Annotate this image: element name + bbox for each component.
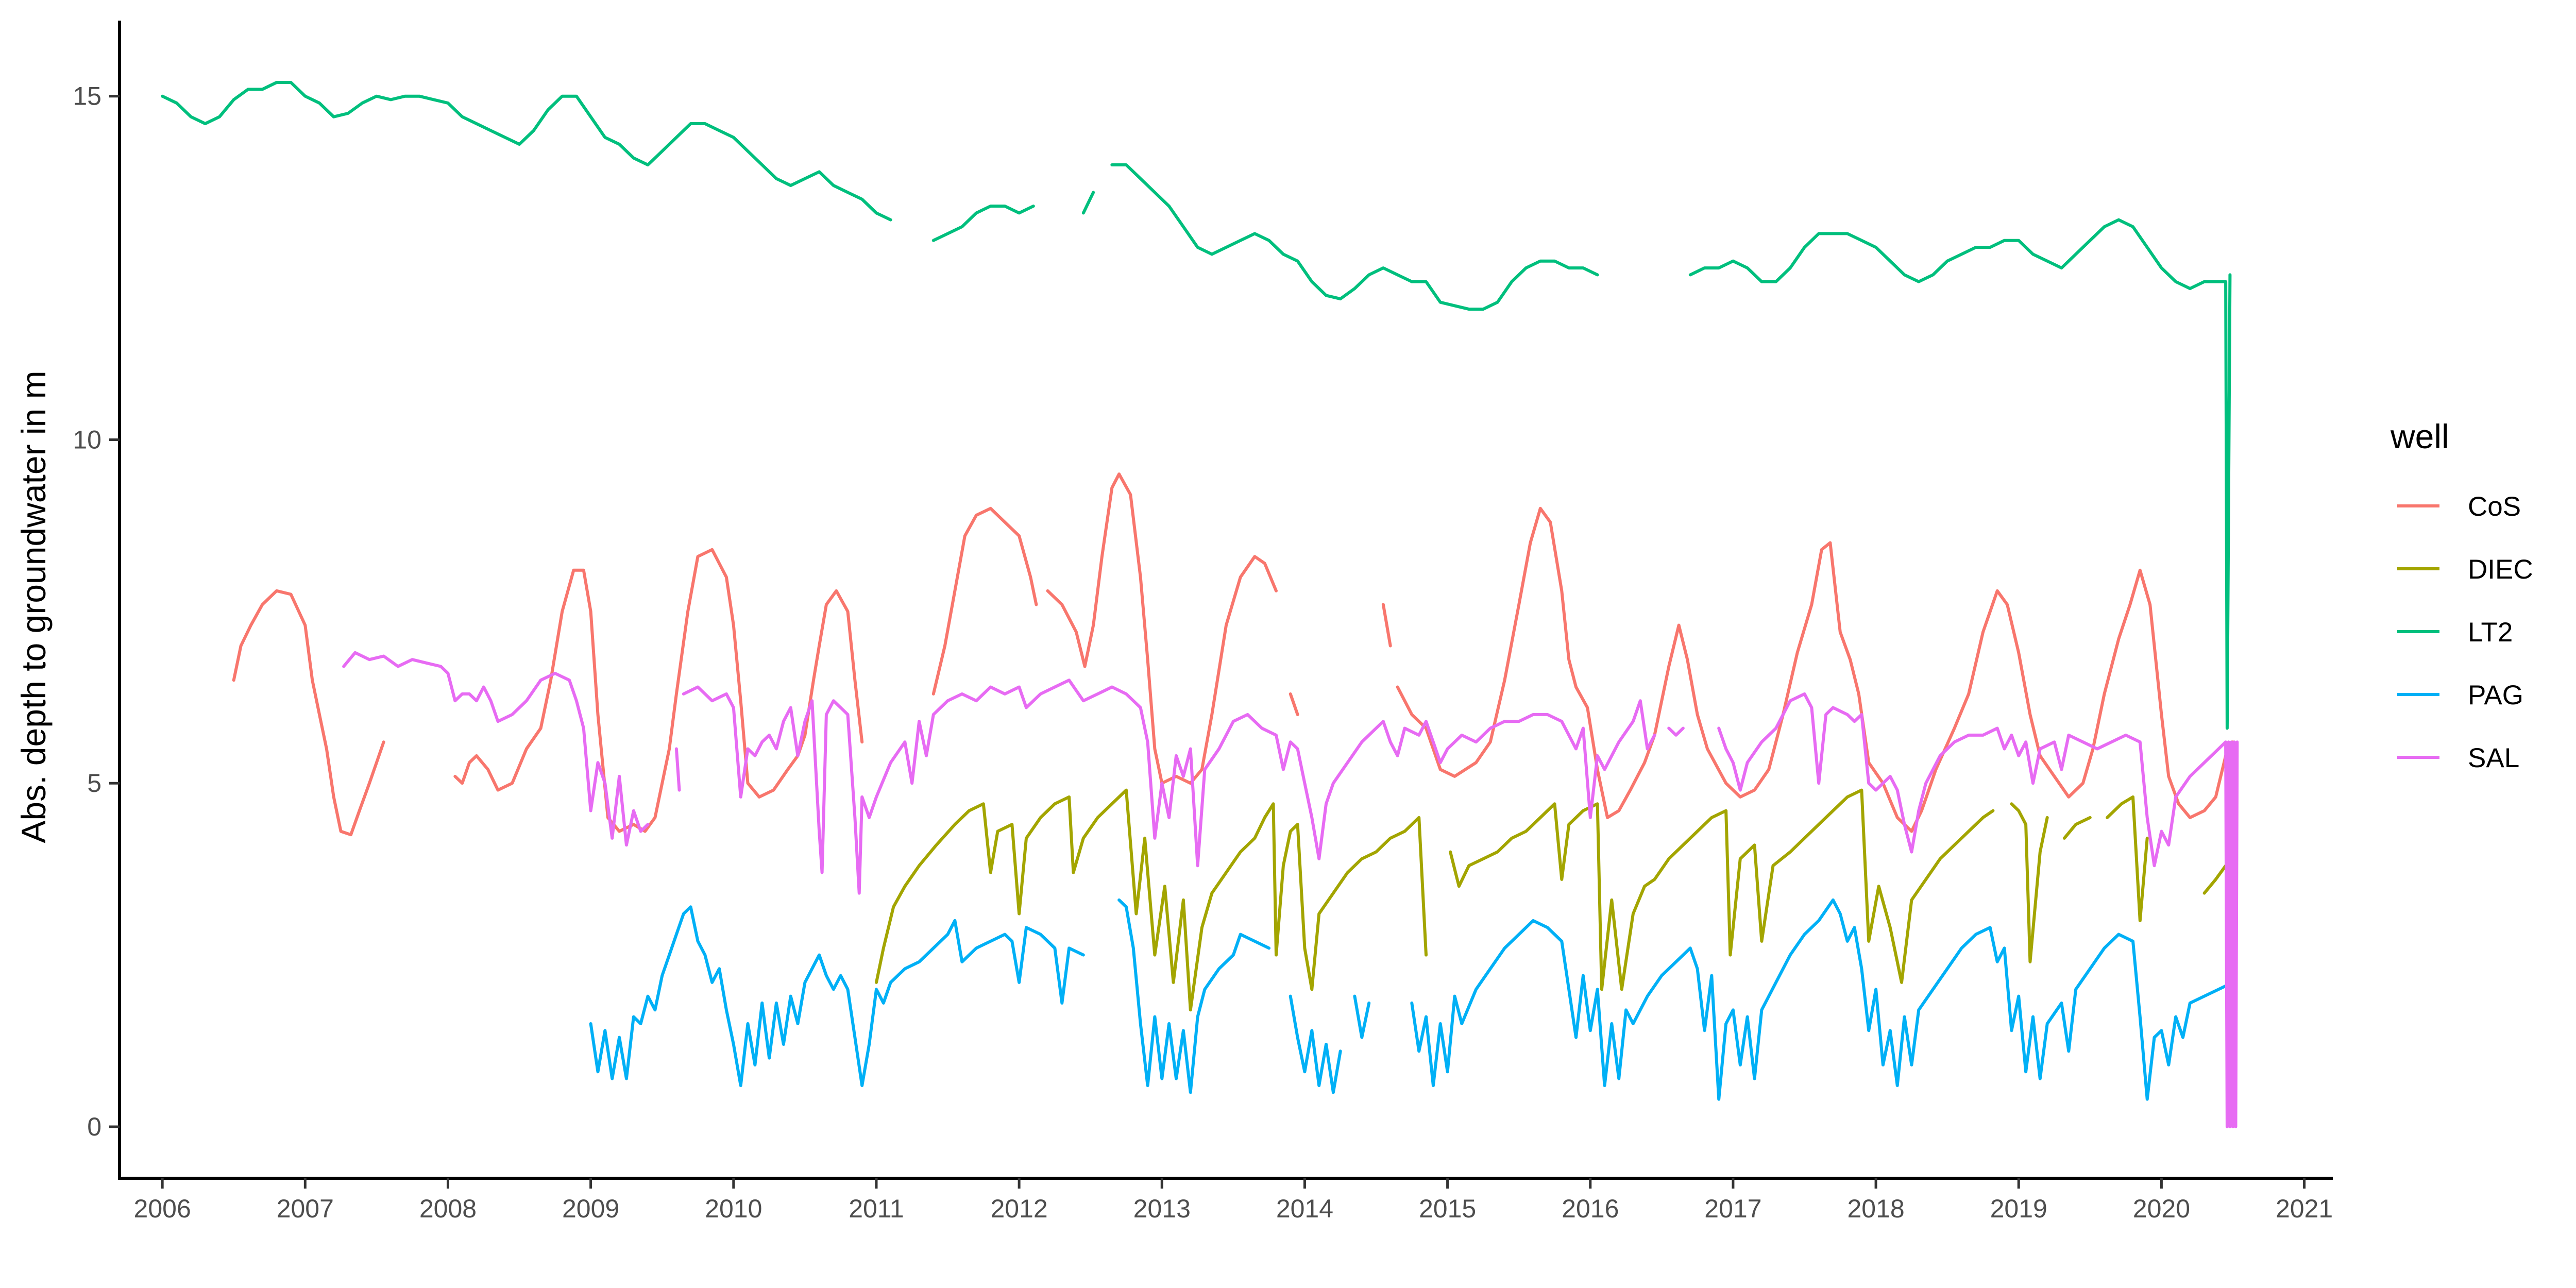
series-lt2 bbox=[161, 81, 2232, 730]
series-line-cos-2 bbox=[931, 506, 1038, 696]
legend-items: CoS DIEC LT2 PAG SAL bbox=[2397, 492, 2533, 773]
series-line-pag-2 bbox=[1289, 994, 1342, 1094]
x-tick-label: 2015 bbox=[1419, 1194, 1476, 1223]
series-line-sal-0 bbox=[342, 651, 650, 847]
legend-label: SAL bbox=[2468, 743, 2519, 773]
series-line-lt2-0 bbox=[161, 81, 892, 222]
x-tick-label: 2008 bbox=[419, 1194, 477, 1223]
y-tick-label: 5 bbox=[87, 769, 101, 798]
series-line-lt2-3 bbox=[1110, 163, 1599, 311]
legend-item-sal: SAL bbox=[2397, 743, 2519, 773]
series-line-sal-4 bbox=[1717, 692, 2239, 1128]
series-line-cos-3 bbox=[1046, 472, 1278, 785]
legend-label: DIEC bbox=[2468, 554, 2533, 585]
x-tick-label: 2013 bbox=[1133, 1194, 1191, 1223]
x-tick-label: 2006 bbox=[134, 1194, 191, 1223]
series-line-sal-2 bbox=[682, 679, 1656, 895]
series-line-sal-3 bbox=[1667, 726, 1685, 737]
x-axis-ticks: 2006 2007 2008 2009 2010 2011 2012 2013 2014 2015… bbox=[134, 1178, 2333, 1223]
legend-title: well bbox=[2390, 417, 2449, 455]
y-tick-label: 15 bbox=[73, 82, 101, 111]
x-tick-label: 2014 bbox=[1276, 1194, 1333, 1223]
y-axis-ticks: 0 5 10 15 bbox=[73, 82, 120, 1141]
series-lines bbox=[161, 81, 2239, 1128]
series-line-diec-3 bbox=[2062, 816, 2092, 840]
series-line-diec-2 bbox=[2010, 802, 2049, 963]
series-line-lt2-2 bbox=[1081, 191, 1095, 215]
series-diec bbox=[875, 788, 2234, 1012]
series-line-diec-1 bbox=[1449, 788, 1995, 991]
x-tick-label: 2021 bbox=[2276, 1194, 2333, 1223]
series-line-pag-0 bbox=[589, 905, 1085, 1087]
series-pag bbox=[589, 898, 2234, 1101]
x-tick-label: 2012 bbox=[990, 1194, 1047, 1223]
y-axis-title: Abs. depth to groundwater in m bbox=[14, 370, 53, 843]
series-line-pag-4 bbox=[1410, 898, 2234, 1101]
x-tick-label: 2011 bbox=[849, 1194, 904, 1223]
series-cos bbox=[232, 472, 2234, 837]
x-tick-label: 2018 bbox=[1847, 1194, 1904, 1223]
x-tick-label: 2020 bbox=[2133, 1194, 2190, 1223]
series-line-lt2-4 bbox=[1688, 218, 2232, 730]
legend-label: PAG bbox=[2468, 680, 2523, 710]
x-tick-label: 2009 bbox=[562, 1194, 619, 1223]
series-line-cos-6 bbox=[1396, 506, 2234, 833]
legend-label: CoS bbox=[2468, 492, 2521, 522]
legend: well CoS DIEC LT2 PAG SAL bbox=[2390, 417, 2533, 773]
legend-item-lt2: LT2 bbox=[2397, 617, 2513, 648]
series-line-lt2-1 bbox=[931, 205, 1035, 242]
x-tick-label: 2019 bbox=[1990, 1194, 2047, 1223]
series-line-cos-0 bbox=[232, 589, 385, 837]
series-line-cos-4 bbox=[1289, 692, 1299, 716]
y-tick-label: 0 bbox=[87, 1112, 101, 1141]
series-line-diec-0 bbox=[875, 788, 1428, 1012]
x-tick-label: 2007 bbox=[277, 1194, 334, 1223]
plot-area: 2006 2007 2008 2009 2010 2011 2012 2013 2014 2015… bbox=[73, 21, 2333, 1223]
legend-item-cos: CoS bbox=[2397, 492, 2521, 522]
series-sal bbox=[342, 651, 2239, 1128]
y-tick-label: 10 bbox=[73, 425, 101, 454]
series-line-diec-4 bbox=[2106, 795, 2149, 922]
series-line-sal-1 bbox=[674, 747, 681, 792]
series-line-cos-5 bbox=[1381, 603, 1392, 648]
x-tick-label: 2016 bbox=[1562, 1194, 1619, 1223]
series-line-pag-3 bbox=[1353, 994, 1371, 1039]
legend-item-diec: DIEC bbox=[2397, 554, 2533, 585]
series-line-pag-1 bbox=[1117, 898, 1271, 1094]
series-line-cos-1 bbox=[453, 548, 864, 833]
legend-label: LT2 bbox=[2468, 617, 2513, 648]
legend-item-pag: PAG bbox=[2397, 680, 2523, 710]
x-tick-label: 2010 bbox=[705, 1194, 762, 1223]
x-tick-label: 2017 bbox=[1704, 1194, 1761, 1223]
